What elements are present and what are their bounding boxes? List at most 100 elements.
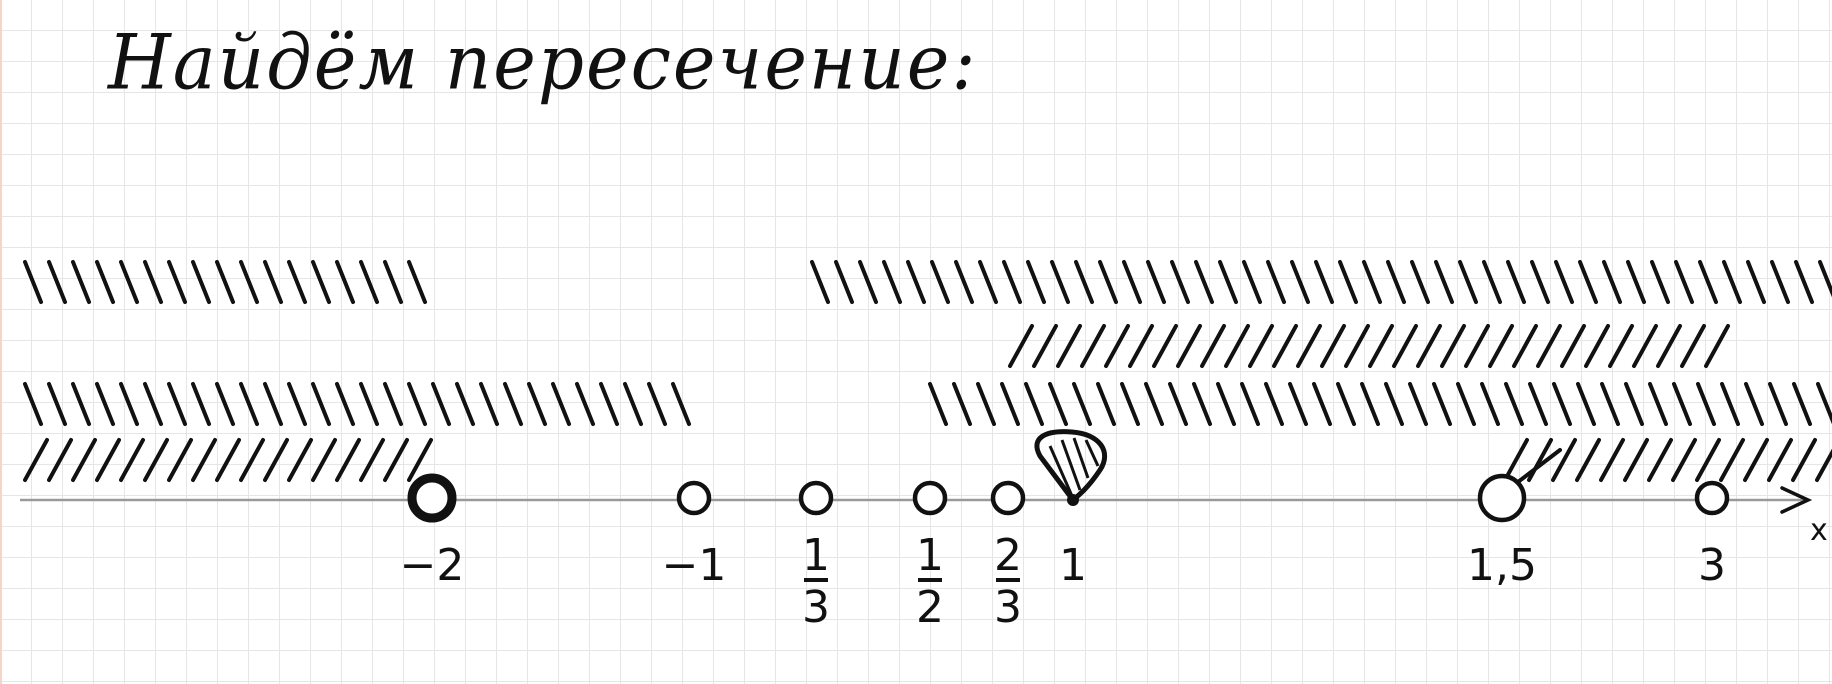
point-7: 3 (1694, 480, 1730, 591)
hatch-stroke (527, 382, 547, 426)
hatch-stroke (1695, 438, 1721, 482)
hatch-stroke (47, 382, 67, 426)
hatch-stroke (1104, 324, 1130, 368)
hatch-stroke (551, 382, 571, 426)
hatch-stroke (1746, 260, 1766, 304)
point-5: 1 (1059, 494, 1087, 591)
hatch-stroke (359, 382, 379, 426)
hatch-stroke (143, 438, 169, 482)
hatch-stroke (1768, 382, 1788, 426)
filled-region-at-1 (1034, 429, 1108, 504)
hatch-stroke (647, 382, 667, 426)
hatch-stroke (1266, 260, 1286, 304)
hatch-stroke (1434, 260, 1454, 304)
hatch-stroke (191, 260, 211, 304)
hatch-stroke (359, 260, 379, 304)
hatch-stroke (119, 382, 139, 426)
hatch-stroke (287, 438, 313, 482)
hatch-stroke (1743, 438, 1769, 482)
point-3: 12 (912, 480, 948, 633)
hatch-stroke (1432, 382, 1452, 426)
hatch-stroke (978, 260, 998, 304)
hatch-stroke (1072, 382, 1092, 426)
hatch-stroke (1392, 324, 1418, 368)
point-marker (912, 480, 948, 516)
hatch-stroke (1576, 382, 1596, 426)
hatch-stroke (1575, 438, 1601, 482)
hatch-stroke (359, 438, 385, 482)
point-label: −1 (662, 540, 727, 591)
fraction-numerator: 1 (802, 530, 830, 581)
point-1: −1 (662, 480, 727, 591)
hatch-stroke (23, 382, 43, 426)
hatch-stroke (167, 382, 187, 426)
hatch-stroke (1722, 260, 1742, 304)
hatch-stroke (1560, 324, 1586, 368)
hatch-stroke (906, 260, 926, 304)
hatch-stroke (383, 438, 409, 482)
point-marker (798, 480, 834, 516)
point-label: 1,5 (1467, 540, 1537, 591)
hatch-stroke (119, 260, 139, 304)
fraction-denominator: 3 (994, 582, 1022, 633)
hatch-stroke (407, 438, 433, 482)
hatch-stroke (311, 382, 331, 426)
hatch-stroke (1480, 382, 1500, 426)
hatch-stroke (1656, 324, 1682, 368)
point-label: 3 (1698, 540, 1726, 591)
hatch-stroke (239, 260, 259, 304)
hatch-stroke (1504, 382, 1524, 426)
hatch-stroke (143, 260, 163, 304)
hatch-stroke (1608, 324, 1634, 368)
hatch-stroke (1008, 324, 1034, 368)
hatch-stroke (1122, 260, 1142, 304)
hatch-stroke (1696, 382, 1716, 426)
hatch-stroke (47, 260, 67, 304)
hatch-stroke (1744, 382, 1764, 426)
fraction-numerator: 1 (916, 530, 944, 581)
hatch-stroke (263, 438, 289, 482)
hatch-stroke (71, 260, 91, 304)
hatch-stroke (1152, 324, 1178, 368)
hatch-stroke (1146, 260, 1166, 304)
hatch-stroke (335, 382, 355, 426)
hatch-stroke (383, 382, 403, 426)
hatch-stroke (47, 438, 73, 482)
hatch-stroke (1056, 324, 1082, 368)
hatch-stroke (1240, 382, 1260, 426)
hatch-stroke (599, 382, 619, 426)
hatch-stroke (23, 260, 43, 304)
hatch-stroke (1578, 260, 1598, 304)
hatch-stroke (239, 438, 265, 482)
hatch-stroke (1386, 260, 1406, 304)
hatch-stroke (1000, 382, 1020, 426)
hatch-stroke (1120, 382, 1140, 426)
hatch-stroke (143, 382, 163, 426)
page-title: Найдём пересечение: (108, 18, 978, 107)
hatch-stroke (1794, 260, 1814, 304)
hatch-stroke (1530, 260, 1550, 304)
hatch-stroke (1648, 382, 1668, 426)
hatch-stroke (930, 260, 950, 304)
hatch-stroke (1296, 324, 1322, 368)
hatch-stroke (215, 382, 235, 426)
hatch-stroke (1026, 260, 1046, 304)
hatch-stroke (1096, 382, 1116, 426)
x-axis-variable: x (1810, 513, 1828, 548)
hatch-stroke (1464, 324, 1490, 368)
hatch-stroke (1320, 324, 1346, 368)
hatch-stroke (1624, 382, 1644, 426)
hatch-stroke (71, 382, 91, 426)
hatch-stroke (1144, 382, 1164, 426)
hatch-stroke (1362, 260, 1382, 304)
hatch-stroke (1602, 260, 1622, 304)
hatch-stroke (1815, 448, 1832, 482)
hatch-stroke (1192, 382, 1212, 426)
hatch-stroke (623, 382, 643, 426)
point-marker (990, 480, 1026, 516)
hatch-stroke (858, 260, 878, 304)
hatch-stroke (1554, 260, 1574, 304)
hatch-stroke (71, 438, 97, 482)
hatch-stroke (1674, 260, 1694, 304)
